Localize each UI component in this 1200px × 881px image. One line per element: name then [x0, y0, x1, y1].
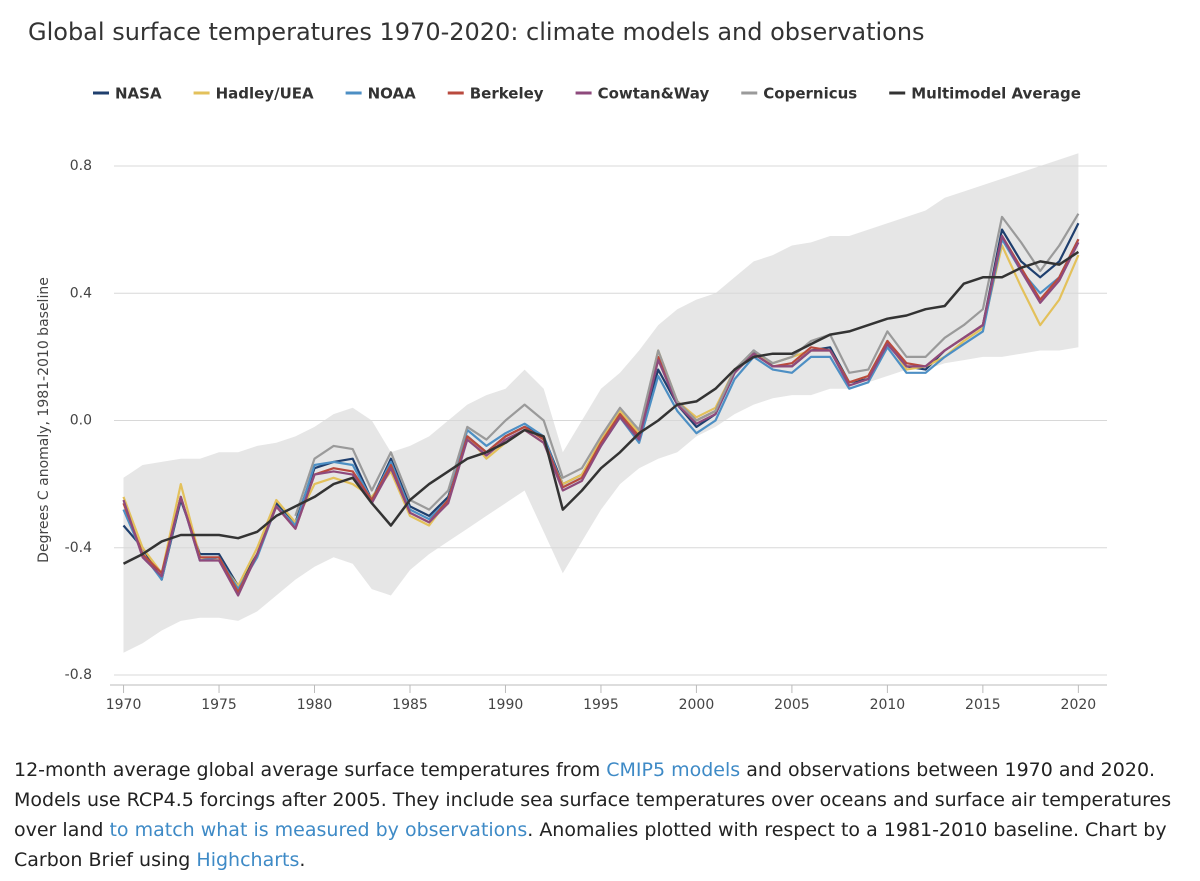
- x-tick-label: 2010: [870, 697, 906, 713]
- caption-text: .: [299, 849, 306, 871]
- y-tick-label: -0.8: [65, 667, 92, 683]
- x-tick-label: 2005: [774, 697, 810, 713]
- legend-item: Multimodel Average: [889, 85, 1081, 103]
- series-line: [294, 213, 1080, 517]
- x-tick-label: 1995: [583, 697, 619, 713]
- x-tick-label: 2000: [679, 697, 715, 713]
- legend-label: Copernicus: [763, 85, 857, 103]
- x-tick-label: 1980: [297, 697, 333, 713]
- chart: Global surface temperatures 1970-2020: c…: [28, 18, 1107, 713]
- y-axis-title: Degrees C anomaly, 1981-2010 baseline: [36, 277, 52, 563]
- caption-text: 12-month average global average surface …: [14, 759, 607, 781]
- y-tick-label: -0.4: [65, 540, 92, 556]
- model-range: [123, 153, 1079, 653]
- legend-label: Cowtan&Way: [598, 85, 710, 103]
- legend-label: Berkeley: [470, 85, 544, 103]
- legend-item: Copernicus: [741, 85, 857, 103]
- legend-item: NASA: [93, 85, 162, 103]
- y-tick-label: 0.8: [70, 158, 92, 174]
- legend-label: NOAA: [368, 85, 417, 103]
- caption-link[interactable]: Highcharts: [196, 849, 300, 871]
- series-line: [122, 250, 1080, 565]
- caption-text: . Anomalies plotted with respect to a 19…: [14, 819, 1167, 871]
- x-tick-label: 2015: [965, 697, 1001, 713]
- legend-item: Cowtan&Way: [575, 85, 710, 103]
- caption-text: and observations between 1970 and 2020. …: [14, 759, 1172, 841]
- x-tick-label: 1970: [106, 697, 142, 713]
- x-tick-label: 2020: [1061, 697, 1097, 713]
- chart-title: Global surface temperatures 1970-2020: c…: [28, 18, 925, 46]
- x-tick-label: 1975: [201, 697, 237, 713]
- caption: 12-month average global average surface …: [14, 755, 1189, 875]
- legend-label: Hadley/UEA: [216, 85, 314, 103]
- legend-label: NASA: [115, 85, 162, 103]
- x-tick-label: 1990: [488, 697, 524, 713]
- y-tick-label: 0.4: [70, 285, 92, 301]
- legend-item: Berkeley: [447, 85, 544, 103]
- legend-item: Hadley/UEA: [193, 85, 314, 103]
- x-tick-label: 1985: [392, 697, 428, 713]
- caption-link[interactable]: CMIP5 models: [606, 759, 741, 781]
- caption-link[interactable]: to match what is measured by observation…: [109, 819, 528, 841]
- y-tick-label: 0.0: [70, 413, 92, 429]
- legend-label: Multimodel Average: [911, 85, 1081, 103]
- legend-item: NOAA: [345, 85, 417, 103]
